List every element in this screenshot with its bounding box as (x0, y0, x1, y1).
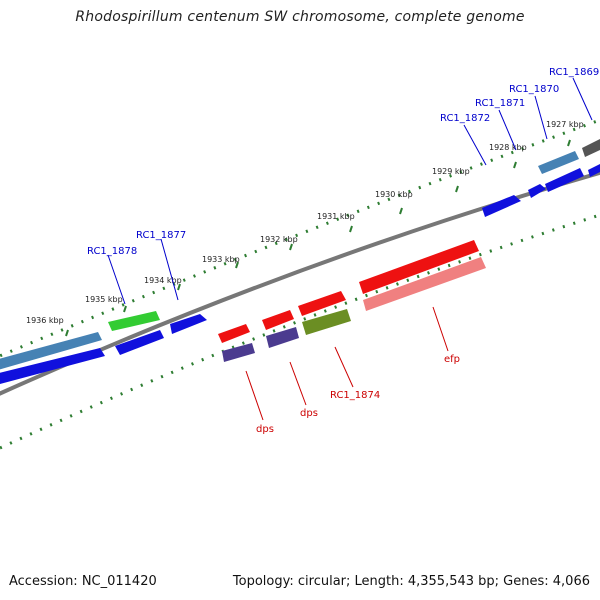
gene-feature[interactable] (588, 164, 600, 177)
kbp-label: 1929 kbp (432, 167, 470, 176)
kbp-label: 1935 kbp (85, 295, 123, 304)
kbp-label: 1936 kbp (26, 316, 64, 325)
gene-feature[interactable] (538, 151, 579, 174)
gene-feature[interactable] (218, 324, 250, 343)
forward-callouts (107, 77, 593, 305)
gene-feature[interactable] (482, 195, 521, 217)
gene-label[interactable]: RC1_1874 (330, 390, 380, 401)
gene-label[interactable]: RC1_1871 (475, 98, 525, 109)
gene-feature[interactable] (266, 327, 299, 348)
kbp-label: 1932 kbp (260, 235, 298, 244)
gene-feature[interactable] (359, 240, 479, 294)
kbp-label: 1928 kbp (489, 143, 527, 152)
genome-summary-text: Topology: circular; Length: 4,355,543 bp… (232, 574, 590, 589)
gene-label[interactable]: RC1_1872 (440, 113, 490, 124)
kbp-major-ticks (65, 139, 571, 337)
gene-feature[interactable] (582, 139, 600, 157)
gene-feature[interactable] (115, 330, 164, 355)
kbp-label: 1931 kbp (317, 212, 355, 221)
gene-label[interactable]: RC1_1869 (549, 67, 599, 78)
gene-feature[interactable] (108, 311, 160, 331)
map-title: Rhodospirillum centenum SW chromosome, c… (75, 9, 525, 25)
reverse-strand-genes (218, 240, 486, 362)
gene-feature[interactable] (298, 291, 346, 316)
gene-label[interactable]: dps (256, 424, 274, 435)
kbp-label: 1927 kbp (546, 120, 584, 129)
accession-text: Accession: NC_011420 (9, 574, 157, 589)
kbp-label: 1933 kbp (202, 255, 240, 264)
gene-feature[interactable] (302, 309, 351, 335)
gene-label[interactable]: RC1_1870 (509, 84, 559, 95)
forward-strand-genes (0, 139, 600, 384)
gene-feature[interactable] (0, 348, 105, 384)
gene-feature[interactable] (170, 314, 207, 334)
gene-feature[interactable] (363, 257, 486, 311)
outer-tick-ring (0, 118, 600, 358)
gene-label[interactable]: efp (444, 354, 460, 365)
kbp-label: 1930 kbp (375, 190, 413, 199)
gene-label[interactable]: dps (300, 408, 318, 419)
gene-label[interactable]: RC1_1878 (87, 246, 137, 257)
gene-feature[interactable] (528, 184, 546, 198)
gene-feature[interactable] (222, 343, 255, 362)
kbp-label: 1934 kbp (144, 276, 182, 285)
gene-feature[interactable] (262, 310, 294, 330)
reverse-callouts (245, 306, 449, 421)
gene-feature[interactable] (545, 168, 584, 192)
gene-label[interactable]: RC1_1877 (136, 230, 186, 241)
gene-feature[interactable] (0, 332, 102, 370)
